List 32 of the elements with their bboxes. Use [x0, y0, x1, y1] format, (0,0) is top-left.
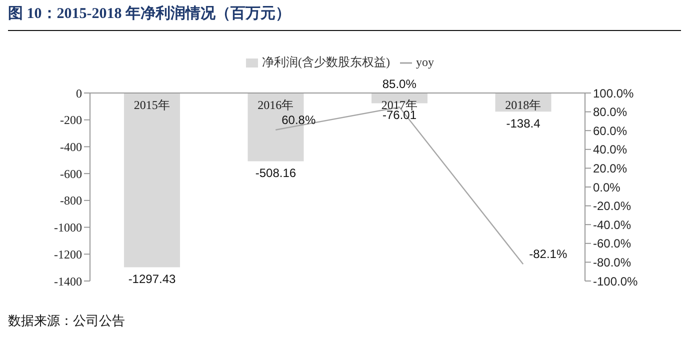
x-tick-label: 2016年: [258, 98, 294, 112]
legend-label: 净利润(含少数股东权益): [262, 55, 390, 69]
data-label: -508.16: [255, 166, 296, 180]
y-tick-label: -200: [60, 113, 82, 128]
y-tick-label: -1400: [54, 274, 82, 288]
x-tick-label: 2018年: [505, 98, 542, 112]
y-tick-label: -800: [60, 194, 82, 208]
y2-tick-label: -60.0%: [593, 236, 632, 251]
y-tick-label: -1000: [54, 220, 82, 235]
data-label: -1297.43: [128, 272, 176, 286]
y2-tick-label: 60.0%: [593, 124, 628, 138]
y2-tick-label: 20.0%: [593, 161, 628, 176]
y2-tick-label: -40.0%: [593, 218, 632, 232]
y2-tick-label: 100.0%: [593, 86, 634, 100]
y2-tick-label: 80.0%: [593, 105, 628, 120]
y2-tick-label: 0.0%: [593, 180, 621, 194]
y2-tick-label: -20.0%: [593, 199, 632, 214]
data-label: -138.4: [506, 116, 541, 131]
y-tick-label: -600: [60, 166, 82, 181]
legend-label: yoy: [416, 55, 434, 69]
y-tick-label: -400: [60, 140, 82, 154]
y-tick-label: 0: [76, 86, 82, 100]
source-note: 数据来源：公司公告: [8, 312, 125, 330]
data-label: -82.1%: [529, 247, 568, 262]
y2-tick-label: -80.0%: [593, 255, 632, 270]
data-label: 60.8%: [282, 112, 316, 127]
data-label: 85.0%: [382, 77, 417, 91]
y2-tick-label: 40.0%: [593, 142, 628, 157]
x-tick-label: 2015年: [134, 98, 170, 112]
y-tick-label: -1200: [54, 247, 82, 262]
chart-title: 图 10：2015-2018 年净利润情况（百万元）: [8, 4, 290, 23]
y2-tick-label: -100.0%: [593, 274, 638, 288]
